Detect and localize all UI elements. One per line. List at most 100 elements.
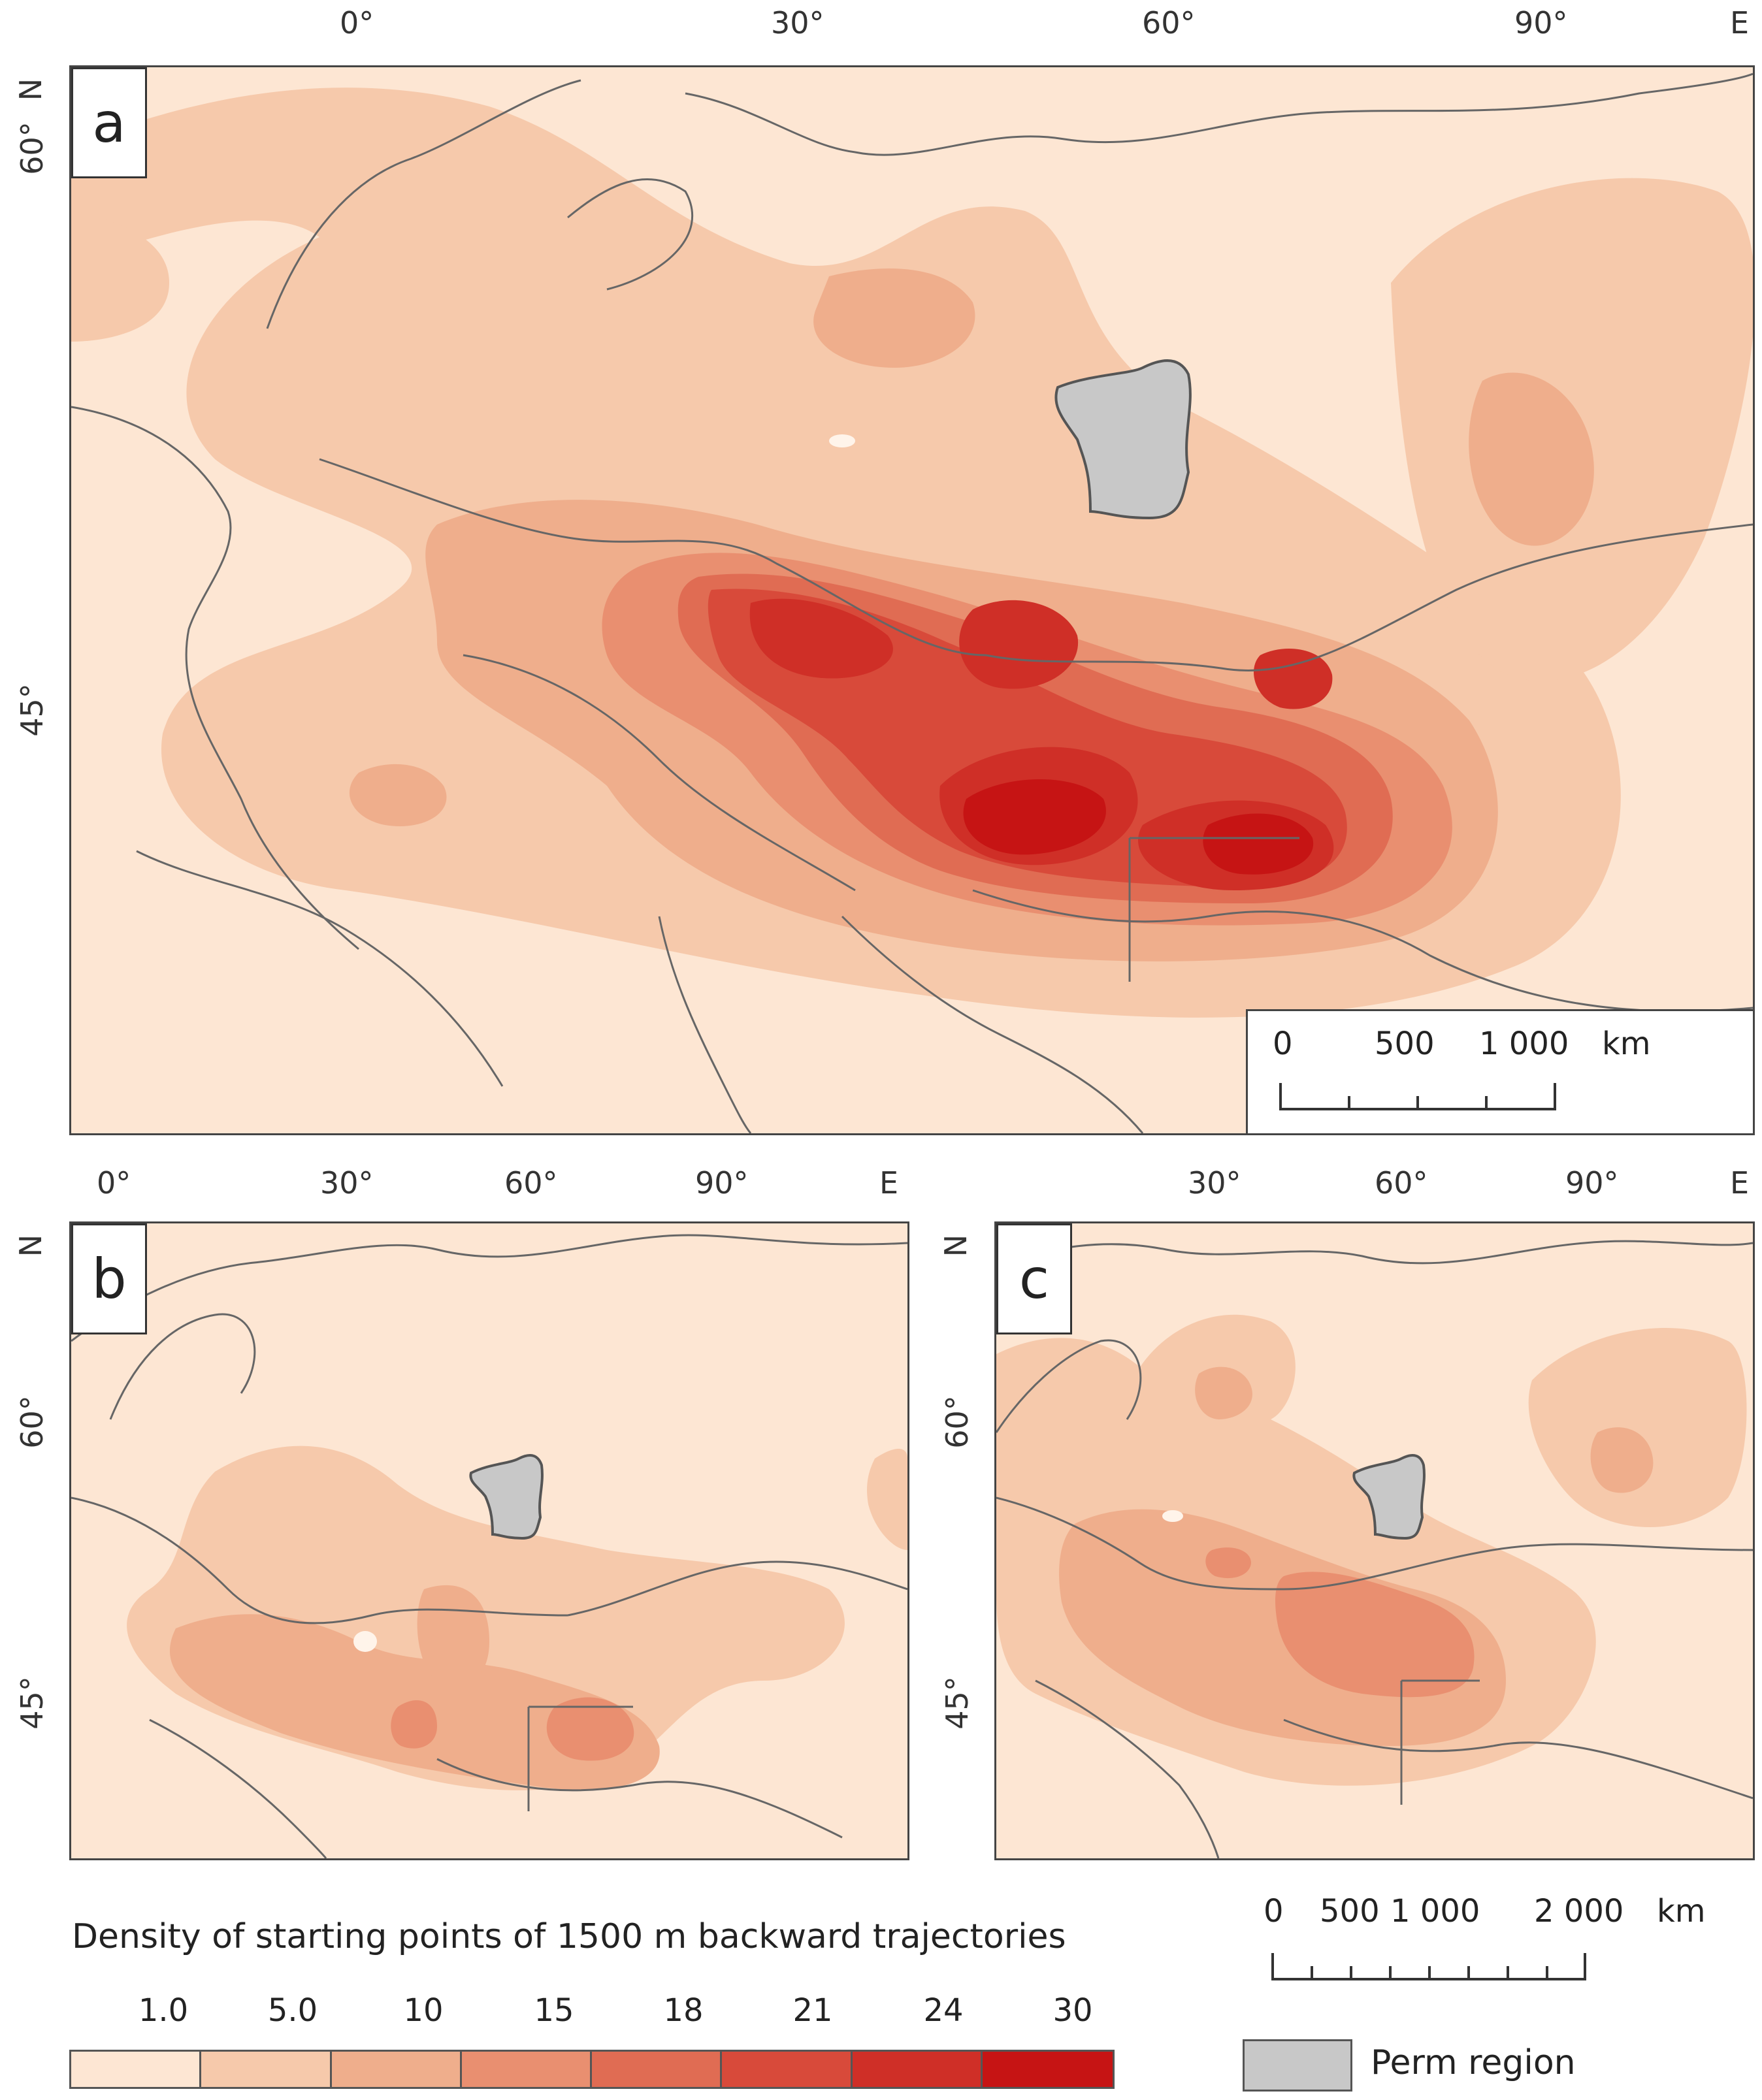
density-zones-c [996,1314,1747,1786]
low-density-hole [353,1631,377,1652]
perm-region-shape [1054,359,1192,520]
perm-region-shape [1352,1454,1426,1540]
scalebar-bc-label-1000: 1 000 [1390,1893,1480,1930]
scalebar-bc-label-0: 0 [1264,1893,1284,1930]
scalebar-a-label-0: 0 [1273,1026,1293,1062]
perm-legend-swatch [1243,2039,1352,2092]
panel-b-lat-45: 45° [14,1676,50,1730]
panel-c-tick-30: 30° [1188,1165,1241,1201]
density-zones-a [71,88,1753,1018]
perm-legend-label: Perm region [1371,2043,1576,2082]
panel-a-tick-90: 90° [1514,5,1568,40]
low-density-hole [1162,1510,1183,1522]
scalebar-bc-label-2000: 2 000 [1534,1893,1624,1930]
coastline-scandinavia [996,1339,1142,1433]
panel-b-unit-n: N [13,1234,49,1257]
border-line-2 [567,1560,907,1617]
density-class-5-zone-east [867,1449,907,1550]
border-line-6 [658,916,752,1133]
panel-c-tick-90: 90° [1565,1165,1619,1201]
legend-swatch-6 [722,2052,853,2087]
density-class-24-zone-5 [1254,649,1333,709]
legend-color-bar [69,2050,1115,2089]
coastline-scandinavia [109,1313,256,1420]
border-line-1 [71,1496,568,1624]
legend-swatch-3 [331,2052,462,2087]
scalebar-a-label-1000: 1 000 [1479,1026,1569,1062]
density-map-c [996,1223,1753,1858]
border-line-2 [463,654,856,892]
density-class-30-zone [963,779,1106,855]
boundaries-c [996,1240,1753,1858]
panel-a-letter: a [71,67,147,178]
border-line-4 [436,1758,843,1839]
coastline-north [71,1234,907,1342]
density-class-10-zone-east [1469,372,1594,546]
density-class-15-zone-2 [1205,1547,1251,1579]
legend-swatch-2 [201,2052,332,2087]
panel-a-lat-45: 45° [14,683,50,737]
border-line-3 [149,1719,327,1858]
panel-c-lat-45: 45° [939,1676,975,1730]
panel-a-tick-60: 60° [1142,5,1196,40]
panel-b-unit-e: E [879,1165,899,1201]
panel-b-tick-0: 0° [97,1165,131,1201]
border-line-4 [1283,1719,1753,1800]
legend-label-5: 5.0 [267,1992,318,2029]
density-class-10-zone-north [1195,1366,1252,1419]
border-line-1 [996,1496,1284,1591]
density-class-10-zone-sw [349,764,447,826]
panel-a-map: a 0 500 1 000 km [69,65,1755,1135]
scalebar-a-ruler [1279,1083,1556,1110]
scalebar-bc-label-km: km [1657,1893,1706,1930]
border-line-4 [972,889,1753,1012]
scalebar-a-label-500: 500 [1375,1026,1435,1062]
panel-a-tick-0: 0° [340,5,374,40]
panel-b-map: b [69,1221,909,1860]
border-kazakhstan [527,1705,633,1811]
coastline-north-russia [685,73,1753,156]
border-kazakhstan [1400,1679,1480,1805]
border-line-3 [985,523,1753,671]
border-line-7 [136,850,504,1087]
panel-b-letter: b [71,1223,147,1334]
border-line-5 [841,915,1144,1133]
legend-label-21: 21 [792,1992,833,2029]
scalebar-bc-ruler [1271,1953,1586,1980]
density-class-30-zone-2 [1203,813,1314,875]
legend-swatch-8 [982,2052,1113,2087]
scalebar-bc-label-500: 500 [1320,1893,1380,1930]
panel-c-unit-e: E [1730,1165,1750,1201]
legend-label-10: 10 [403,1992,444,2029]
coastline-europe-west [71,406,359,950]
scalebar-a: 0 500 1 000 km [1246,1009,1753,1133]
panel-c-map: c [994,1221,1755,1860]
border-kazakhstan [1128,837,1299,982]
perm-region-shape [469,1454,544,1540]
legend-label-30: 30 [1052,1992,1093,2029]
border-line-3 [1035,1679,1220,1858]
legend-swatch-5 [592,2052,723,2087]
density-map-b [71,1223,907,1858]
panel-c-lat-60: 60° [939,1395,975,1449]
legend-label-15: 15 [534,1992,574,2029]
density-zones-b [127,1446,907,1790]
panel-a-unit-n: N [13,78,49,101]
boundaries-b [71,1234,907,1858]
panel-a-tick-30: 30° [771,5,824,40]
density-class-24-zone [749,598,893,679]
legend-title: Density of starting points of 1500 m bac… [72,1917,1066,1956]
panel-a-unit-e: E [1730,5,1750,40]
panel-c-letter: c [996,1223,1072,1334]
density-map-a [71,67,1753,1133]
density-class-10-zone-east [1590,1427,1654,1493]
density-class-15-zone [391,1700,437,1749]
density-class-15-zone [1275,1572,1475,1698]
panel-b-lat-60: 60° [14,1395,50,1449]
panel-b-tick-60: 60° [504,1165,558,1201]
border-line-1 [319,458,987,656]
legend-label-24: 24 [923,1992,964,2029]
legend-swatch-1 [71,2052,202,2087]
panel-c-unit-n: N [938,1234,974,1257]
legend-swatch-4 [461,2052,592,2087]
